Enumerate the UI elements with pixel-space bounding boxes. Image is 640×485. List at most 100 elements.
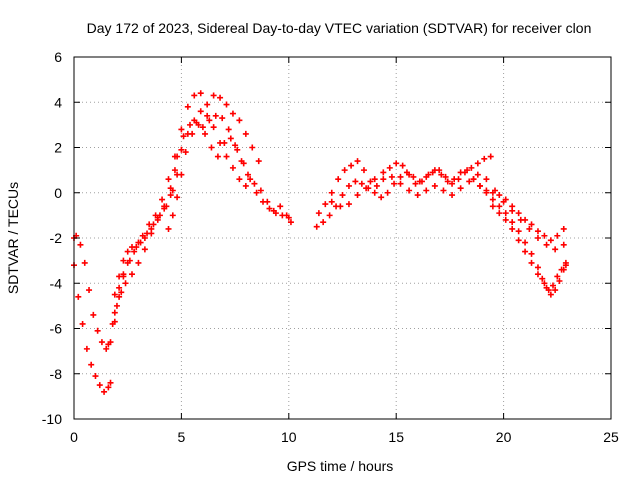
- data-point: [560, 241, 567, 248]
- data-point: [247, 176, 254, 183]
- data-point: [483, 176, 490, 183]
- data-point: [515, 237, 522, 244]
- data-point: [189, 130, 196, 137]
- series-arc-i: [328, 169, 567, 253]
- data-point: [431, 167, 438, 174]
- data-point: [431, 182, 438, 189]
- y-tick-label: -10: [42, 411, 62, 427]
- data-point: [161, 205, 168, 212]
- data-point: [371, 189, 378, 196]
- data-point: [399, 162, 406, 169]
- data-point: [98, 339, 105, 346]
- data-point: [470, 176, 477, 183]
- y-tick-label: -4: [50, 275, 63, 291]
- data-point: [541, 232, 548, 239]
- data-point: [328, 198, 335, 205]
- data-point: [128, 271, 135, 278]
- data-point: [496, 192, 503, 199]
- data-point: [354, 192, 361, 199]
- data-point: [378, 194, 385, 201]
- data-point: [221, 139, 228, 146]
- data-point: [444, 178, 451, 185]
- data-point: [496, 203, 503, 210]
- data-point: [251, 180, 258, 187]
- data-point: [214, 153, 221, 160]
- data-point: [489, 203, 496, 210]
- data-point: [547, 291, 554, 298]
- data-point: [509, 219, 516, 226]
- data-point: [543, 241, 550, 248]
- y-tick-label: -2: [50, 230, 63, 246]
- data-point: [88, 361, 95, 368]
- data-point: [560, 225, 567, 232]
- data-point: [141, 246, 148, 253]
- data-point: [464, 167, 471, 174]
- data-point: [554, 232, 561, 239]
- data-point: [391, 180, 398, 187]
- data-point: [406, 171, 413, 178]
- data-point: [232, 142, 239, 149]
- data-point: [534, 264, 541, 271]
- data-point: [167, 192, 174, 199]
- data-point: [534, 228, 541, 235]
- data-point: [219, 115, 226, 122]
- data-point: [111, 309, 118, 316]
- data-point: [315, 210, 322, 217]
- series-arc-f: [165, 121, 292, 232]
- x-tick-label: 15: [388, 429, 404, 445]
- data-point: [474, 171, 481, 178]
- data-point: [116, 273, 123, 280]
- data-point: [371, 176, 378, 183]
- data-point: [496, 210, 503, 217]
- data-point: [373, 182, 380, 189]
- data-point: [438, 171, 445, 178]
- data-point: [255, 158, 262, 165]
- data-point: [397, 173, 404, 180]
- x-tick-label: 25: [603, 429, 619, 445]
- data-point: [354, 158, 361, 165]
- data-point: [388, 173, 395, 180]
- data-point: [509, 207, 516, 214]
- data-point: [236, 176, 243, 183]
- data-point: [208, 144, 215, 151]
- data-point: [180, 133, 187, 140]
- data-point: [120, 257, 127, 264]
- data-point: [487, 153, 494, 160]
- x-tick-labels: 0 5 10 15 20 25: [70, 429, 619, 445]
- data-point: [481, 155, 488, 162]
- data-point: [412, 180, 419, 187]
- data-point: [528, 221, 535, 228]
- data-point: [367, 178, 374, 185]
- data-point: [449, 192, 456, 199]
- data-point: [466, 178, 473, 185]
- data-point: [210, 124, 217, 131]
- data-point: [212, 112, 219, 119]
- data-point: [257, 187, 264, 194]
- data-point: [174, 194, 181, 201]
- data-point: [509, 225, 516, 232]
- data-point: [167, 185, 174, 192]
- data-point: [236, 117, 243, 124]
- data-point: [253, 189, 260, 196]
- data-point: [195, 121, 202, 128]
- series-arc-h: [315, 158, 567, 244]
- data-point: [131, 248, 138, 255]
- data-point: [502, 216, 509, 223]
- data-point: [328, 189, 335, 196]
- x-tick-label: 5: [178, 429, 186, 445]
- data-point: [120, 271, 127, 278]
- data-point: [552, 246, 559, 253]
- data-point: [229, 164, 236, 171]
- data-point: [393, 160, 400, 167]
- data-point: [442, 173, 449, 180]
- data-point: [105, 341, 112, 348]
- data-point: [229, 110, 236, 117]
- data-point: [562, 262, 569, 269]
- data-point: [457, 169, 464, 176]
- data-point: [96, 382, 103, 389]
- data-point: [358, 180, 365, 187]
- data-point: [517, 216, 524, 223]
- y-tick-label: -8: [50, 366, 63, 382]
- data-point: [128, 244, 135, 251]
